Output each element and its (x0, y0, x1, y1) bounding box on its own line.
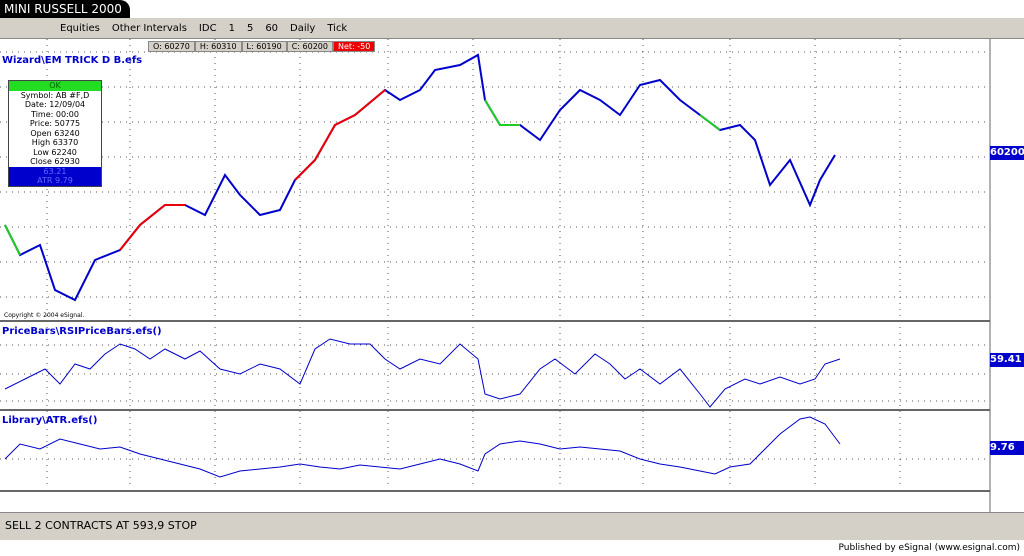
price-bars-red (119, 204, 185, 251)
price-bars-green (484, 99, 520, 126)
last-value: 59.41 (990, 353, 1024, 367)
grid (0, 39, 990, 489)
open: O: 60270 (148, 41, 195, 52)
dw-row: Time: 00:00 (31, 109, 79, 119)
dw-row: Symbol: AB #F,D (20, 90, 90, 100)
close: C: 60200 (286, 41, 333, 52)
net: Net: -50 (332, 41, 376, 52)
pane-title[interactable]: Wizard\EM TRICK D B.efs (2, 55, 143, 66)
toolbar-item[interactable]: Tick (327, 22, 348, 34)
toolbar-item[interactable]: IDC (198, 22, 217, 34)
chart-area (0, 39, 991, 512)
toolbar-item[interactable]: Equities (60, 22, 100, 34)
tab-bar (0, 0, 1024, 18)
toolbar-item[interactable]: 60 (265, 22, 279, 34)
window-title[interactable]: MINI RUSSELL 2000 (0, 0, 130, 18)
price-bars-green (4, 224, 21, 256)
quote-strip: O: 60270 H: 60310 L: 60190 C: 60200 Net:… (148, 41, 376, 52)
pane-title[interactable]: PriceBars\RSIPriceBars.efs() (2, 326, 162, 337)
atr-line (4, 416, 841, 478)
dw-row: Open 63240 (30, 128, 80, 138)
dw-row: High 63370 (31, 138, 79, 147)
low: L: 60190 (241, 41, 287, 52)
last-value: 60200 (990, 146, 1024, 160)
pane-separators (0, 39, 991, 512)
data-window: OK Symbol: AB #F,D Date: 12/09/04 Time: … (8, 80, 102, 187)
toolbar-item[interactable]: 1 (228, 22, 235, 34)
dw-row: Price: 50775 (29, 119, 81, 128)
status-bar: SELL 2 CONTRACTS AT 593,9 STOP (0, 512, 1024, 540)
dw-row: Low 62240 (33, 147, 77, 157)
pane-title[interactable]: Library\ATR.efs() (2, 415, 98, 426)
high: H: 60310 (194, 41, 242, 52)
dw-row: Close 62930 (30, 157, 80, 166)
dw-row: Date: 12/09/04 (24, 100, 86, 109)
copyright: Copyright © 2004 eSignal. (4, 312, 85, 319)
price-bars-green (699, 114, 721, 131)
price-bars-red (294, 89, 386, 181)
rsi-line (4, 338, 841, 408)
dw-highlight: ATR 9.79 (9, 176, 101, 186)
last-value: 9.76 (990, 441, 1024, 455)
toolbar-item[interactable]: Daily (290, 22, 316, 34)
ok-button[interactable]: OK (9, 81, 101, 91)
footer: Published by eSignal (www.esignal.com) (0, 541, 1024, 556)
toolbar: Equities Other Intervals IDC 1 5 60 Dail… (0, 18, 1024, 39)
toolbar-item[interactable]: Other Intervals (111, 22, 187, 34)
dw-highlight: 63.21 (9, 166, 101, 176)
toolbar-item[interactable]: 5 (246, 22, 254, 34)
